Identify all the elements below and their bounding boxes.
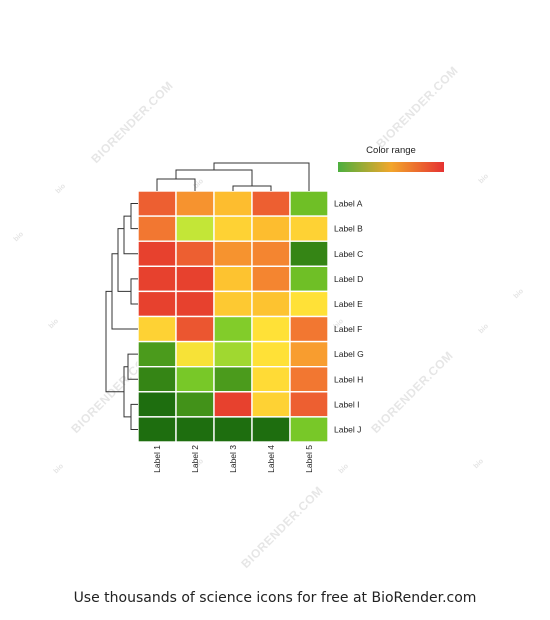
heatmap-cell: [175, 416, 215, 443]
column-label: Label 5: [304, 445, 314, 473]
row-label: Label G: [334, 349, 364, 359]
heatmap-cell: [251, 265, 291, 293]
heatmap-cell: [251, 190, 291, 217]
column-labels: Label 1 Label 2 Label 3 Label 4 Label 5: [152, 445, 314, 473]
dendrogram-branch: [123, 215, 138, 255]
column-label: Label 4: [266, 445, 276, 473]
row-label: Label B: [334, 224, 363, 234]
heatmap-cell: [137, 290, 177, 318]
heatmap-cell: [289, 190, 329, 217]
dendrogram-branch: [130, 203, 138, 230]
heatmap-cell: [175, 315, 215, 343]
watermark-mark: bio: [338, 463, 350, 475]
legend-gradient-bar: [338, 162, 444, 172]
row-label: Label J: [334, 424, 361, 434]
column-label: Label 2: [190, 445, 200, 473]
dendrograms: [105, 162, 310, 430]
heatmap-cell: [289, 366, 329, 393]
dendrogram-branch: [130, 278, 138, 305]
watermark-text: BIORENDER.COM: [238, 483, 326, 571]
heatmap-cell: [251, 290, 291, 318]
heatmap-cell: [289, 265, 329, 293]
heatmap-cell: [137, 265, 177, 293]
heatmap-cell: [289, 290, 329, 318]
heatmap-cell: [251, 215, 291, 242]
row-label: Label C: [334, 249, 363, 259]
heatmap-cell: [289, 340, 329, 368]
heatmap-cell: [289, 240, 329, 267]
color-range-legend: Color range: [338, 145, 444, 172]
heatmap-cell: [213, 240, 253, 267]
dendrogram-branch: [156, 178, 196, 191]
heatmap-cell: [213, 391, 253, 418]
heatmap-cell: [213, 290, 253, 318]
heatmap-cell: [175, 391, 215, 418]
heatmap-cell: [251, 340, 291, 368]
heatmap-cell: [251, 391, 291, 418]
column-label: Label 1: [152, 445, 162, 473]
heatmap-cell: [137, 240, 177, 267]
heatmap-cell: [175, 240, 215, 267]
legend-title: Color range: [366, 145, 416, 156]
dendrogram-branch: [130, 403, 138, 430]
heatmap-cell: [175, 215, 215, 242]
dendrogram-branch: [105, 290, 124, 393]
dendrogram-branch: [232, 185, 272, 191]
watermark-text: BIORENDER.COM: [88, 78, 176, 166]
watermark-mark: bio: [513, 288, 525, 300]
heatmap-cell: [251, 240, 291, 267]
heatmap-cell: [137, 190, 177, 217]
dendrogram-branch: [175, 169, 253, 186]
heatmap-cell: [213, 215, 253, 242]
heatmap-cell: [137, 315, 177, 343]
row-labels: Label A Label B Label C Label D Label E Label…: [334, 199, 364, 435]
heatmap-cell: [213, 265, 253, 293]
row-label: Label I: [334, 399, 360, 409]
heatmap-cell: [137, 366, 177, 393]
heatmap-cells: [137, 190, 329, 443]
row-label: Label A: [334, 199, 363, 209]
heatmap-cell: [251, 416, 291, 443]
watermark-mark: bio: [13, 231, 25, 243]
watermark-mark: bio: [48, 318, 60, 330]
row-label: Label H: [334, 374, 363, 384]
heatmap-cell: [289, 215, 329, 242]
row-label: Label D: [334, 274, 363, 284]
heatmap-cell: [289, 416, 329, 443]
heatmap-cell: [213, 315, 253, 343]
watermark-text: BIORENDER.COM: [368, 348, 456, 436]
heatmap-cell: [137, 416, 177, 443]
heatmap-cell: [251, 315, 291, 343]
watermark-mark: bio: [478, 173, 490, 185]
watermark-mark: bio: [478, 323, 490, 335]
watermark-text: BIORENDER.COM: [373, 63, 461, 151]
watermark-mark: bio: [473, 458, 485, 470]
heatmap-cell: [137, 215, 177, 242]
heatmap-cell: [289, 315, 329, 343]
heatmap-cell: [213, 340, 253, 368]
heatmap-cell: [175, 290, 215, 318]
column-label: Label 3: [228, 445, 238, 473]
dendrogram-branch: [117, 228, 131, 292]
heatmap-cell: [175, 190, 215, 217]
watermark-mark: bio: [55, 183, 67, 195]
row-label: Label E: [334, 299, 363, 309]
heatmap-cell: [137, 340, 177, 368]
heatmap-cell: [251, 366, 291, 393]
dendrogram-branch: [213, 162, 310, 191]
heatmap-cell: [289, 391, 329, 418]
row-label: Label F: [334, 324, 362, 334]
heatmap-cell: [213, 416, 253, 443]
heatmap-cell: [175, 265, 215, 293]
watermark-mark: bio: [53, 463, 65, 475]
heatmap-cell: [213, 366, 253, 393]
footer-text: Use thousands of science icons for free …: [73, 590, 477, 606]
heatmap-cell: [137, 391, 177, 418]
heatmap-cell: [175, 366, 215, 393]
heatmap-cell: [175, 340, 215, 368]
heatmap-cell: [213, 190, 253, 217]
